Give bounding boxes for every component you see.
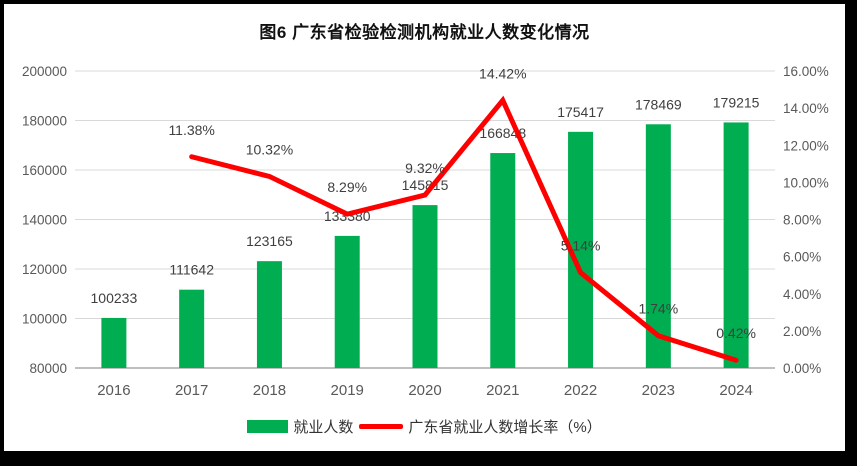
bar-data-label: 100233 bbox=[91, 290, 138, 306]
bar-data-label: 179215 bbox=[713, 94, 760, 110]
legend-item-growth-rate: 广东省就业人数增长率（%） bbox=[359, 416, 602, 437]
bar-series-swatch-icon bbox=[247, 420, 289, 433]
right-axis-tick-label: 10.00% bbox=[783, 175, 829, 190]
bar-data-label: 145815 bbox=[402, 177, 449, 193]
employment-bar bbox=[412, 205, 438, 368]
right-axis-tick-label: 0.00% bbox=[783, 361, 821, 376]
x-axis-label: 2023 bbox=[642, 382, 675, 399]
x-axis-label: 2021 bbox=[486, 382, 519, 399]
legend-label-employment: 就业人数 bbox=[293, 419, 354, 436]
left-axis-tick-label: 100000 bbox=[22, 312, 67, 327]
line-data-label: 1.74% bbox=[638, 301, 678, 317]
chart-legend: 就业人数 广东省就业人数增长率（%） bbox=[4, 416, 845, 437]
line-data-label: 10.32% bbox=[246, 141, 293, 157]
combo-chart-plot: 80000 100000 120000 140000 160000 180000 20000… bbox=[22, 64, 829, 399]
employment-bar bbox=[179, 289, 205, 368]
x-axis-label: 2024 bbox=[719, 382, 752, 399]
line-data-label: 14.42% bbox=[479, 65, 526, 81]
bar-data-label: 175417 bbox=[557, 104, 604, 120]
right-axis-tick-label: 16.00% bbox=[783, 64, 829, 79]
right-axis-tick-label: 14.00% bbox=[783, 101, 829, 116]
employment-bar bbox=[723, 122, 749, 368]
x-axis-label: 2020 bbox=[408, 382, 441, 399]
line-data-label: 11.38% bbox=[168, 122, 214, 138]
employment-bar bbox=[256, 261, 282, 368]
employment-bar bbox=[334, 235, 360, 368]
legend-item-employment: 就业人数 bbox=[247, 416, 353, 437]
right-axis-tick-label: 4.00% bbox=[783, 287, 821, 302]
left-axis-tick-label: 120000 bbox=[22, 262, 67, 277]
employment-bar bbox=[490, 153, 516, 368]
line-data-label: 8.29% bbox=[327, 179, 367, 195]
bar-data-label: 123165 bbox=[246, 233, 293, 249]
x-axis-label: 2018 bbox=[253, 382, 286, 399]
left-axis-tick-label: 140000 bbox=[22, 213, 67, 228]
chart-title: 图6 广东省检验检测机构就业人数变化情况 bbox=[259, 23, 590, 42]
x-axis-label: 2016 bbox=[97, 382, 130, 399]
left-axis-tick-label: 200000 bbox=[22, 64, 67, 79]
line-data-label: 0.42% bbox=[716, 325, 756, 341]
line-data-label: 9.32% bbox=[405, 160, 445, 176]
growth-rate-line bbox=[189, 95, 739, 363]
x-axis-label: 2019 bbox=[331, 382, 364, 399]
bar-data-label: 178469 bbox=[635, 96, 682, 112]
x-axis-label: 2022 bbox=[564, 382, 597, 399]
left-axis-tick-label: 80000 bbox=[29, 361, 67, 376]
legend-label-growth-rate: 广东省就业人数增长率（%） bbox=[408, 419, 602, 436]
chart-canvas: 图6 广东省检验检测机构就业人数变化情况 80000 100000 120000 14… bbox=[4, 4, 845, 451]
left-axis-tick-label: 160000 bbox=[22, 163, 67, 178]
x-axis-label: 2017 bbox=[175, 382, 208, 399]
bar-data-label: 111642 bbox=[169, 262, 214, 278]
employment-bar bbox=[101, 317, 127, 368]
right-axis-tick-label: 8.00% bbox=[783, 213, 821, 228]
right-axis-tick-label: 6.00% bbox=[783, 250, 821, 265]
right-axis-tick-label: 12.00% bbox=[783, 138, 829, 153]
right-axis-tick-label: 2.00% bbox=[783, 324, 821, 339]
line-data-label: 5.14% bbox=[561, 238, 601, 254]
left-axis-tick-label: 180000 bbox=[22, 114, 67, 129]
line-series-swatch-icon bbox=[359, 424, 404, 429]
